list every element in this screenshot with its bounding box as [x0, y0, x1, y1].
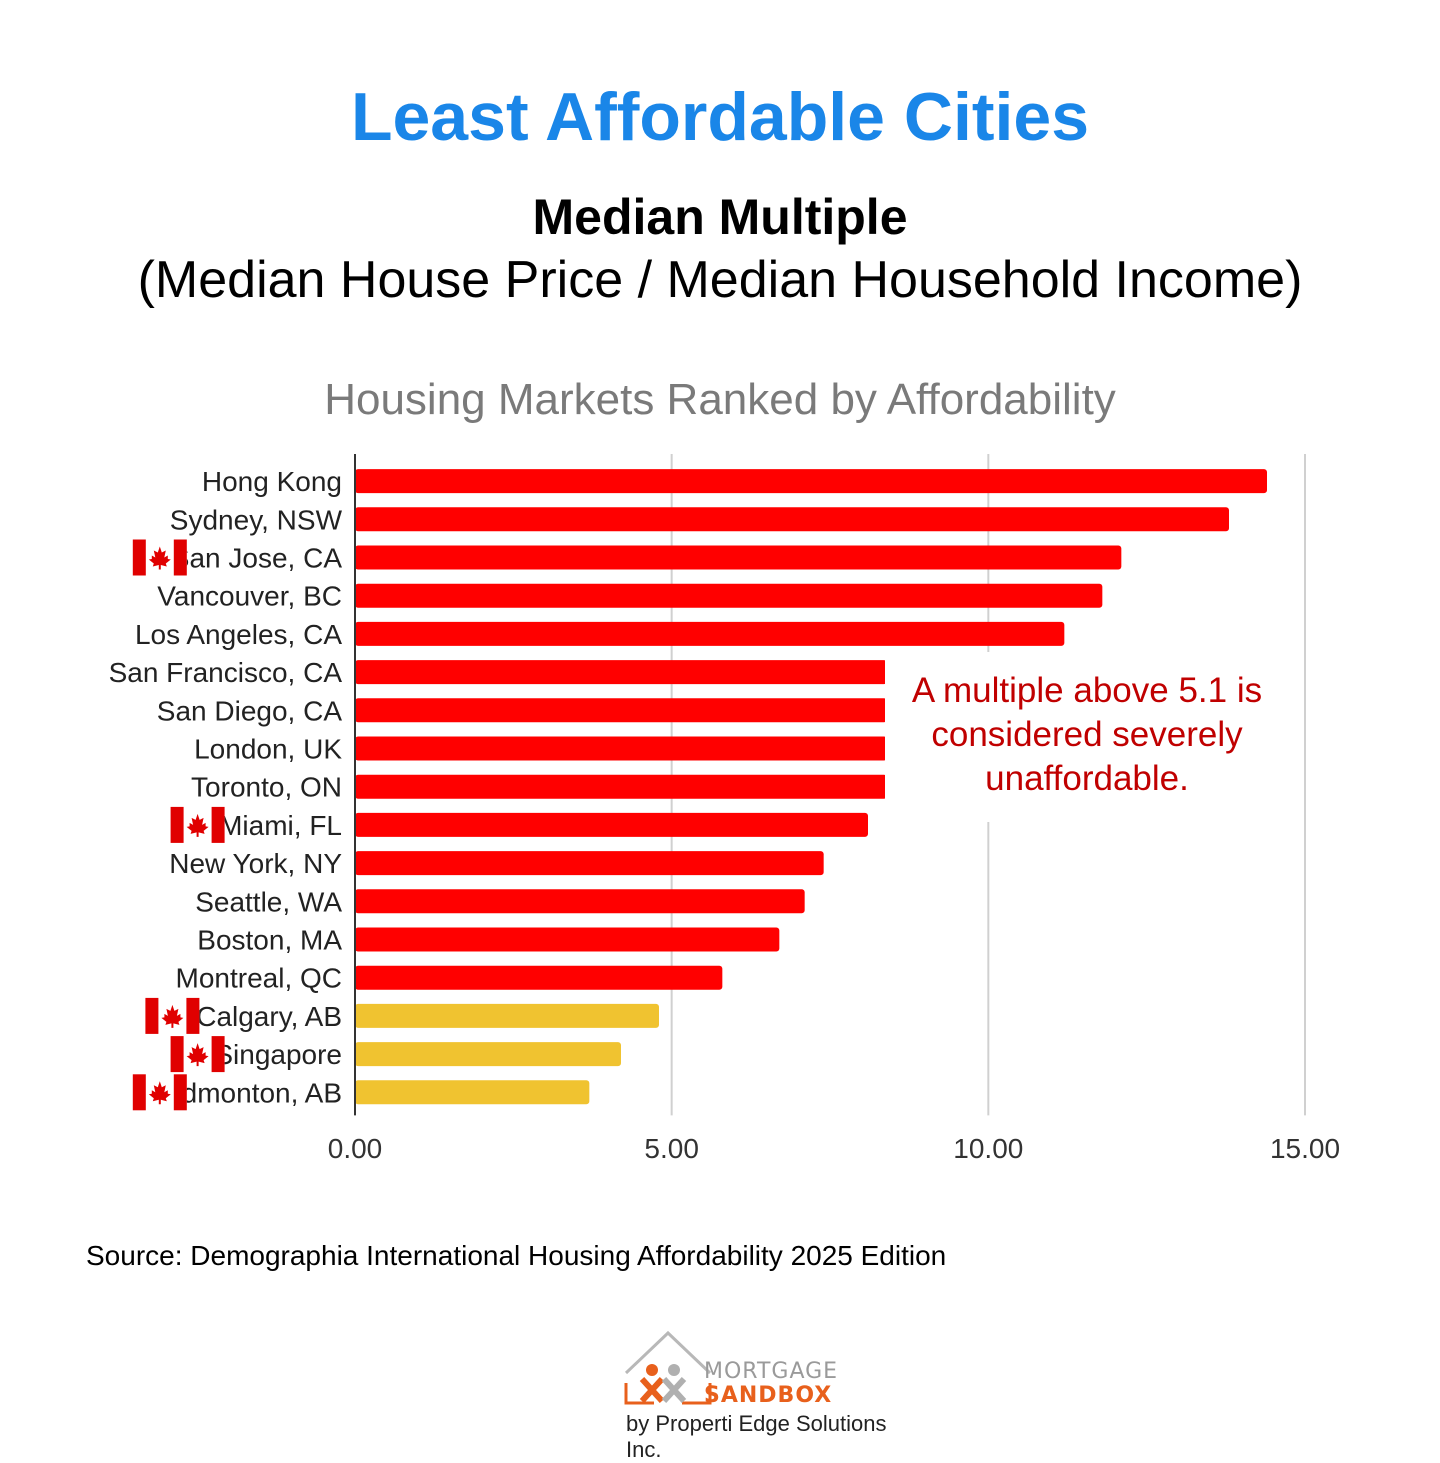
canada-flag-icon	[170, 806, 225, 843]
y-category-label: Seattle, WA	[195, 886, 342, 917]
annotation-text: unaffordable.	[985, 759, 1189, 798]
bar	[355, 660, 887, 685]
x-tick-label: 5.00	[644, 1133, 699, 1164]
bar	[355, 851, 824, 876]
y-category-label: Miami, FL	[219, 810, 342, 841]
bar	[355, 698, 887, 723]
canada-flag-icon	[132, 539, 187, 576]
bar	[355, 812, 868, 837]
y-category-label: London, UK	[194, 734, 342, 765]
y-category-label: Edmonton, AB	[163, 1077, 342, 1108]
bar	[355, 1080, 590, 1105]
y-category-label: Vancouver, BC	[157, 581, 342, 612]
y-category-label: San Jose, CA	[171, 543, 343, 574]
y-category-label: Montreal, QC	[176, 963, 343, 994]
logo-text-sandbox: SANDBOX	[704, 1383, 833, 1408]
canada-flag-icon	[132, 1074, 187, 1111]
canada-flag-icon	[170, 1036, 225, 1073]
bar	[355, 621, 1065, 646]
annotation-text: considered severely	[931, 715, 1243, 754]
y-category-label: Sydney, NSW	[170, 504, 343, 535]
house-logo-icon	[624, 1330, 712, 1405]
bar	[355, 889, 805, 914]
bar	[355, 545, 1122, 570]
y-category-label: Toronto, ON	[191, 772, 342, 803]
bar	[355, 1003, 659, 1028]
bar	[355, 469, 1267, 494]
y-category-label: San Diego, CA	[157, 695, 343, 726]
bar	[355, 1042, 621, 1067]
source-note: Source: Demographia International Housin…	[86, 1240, 947, 1271]
y-category-label: Los Angeles, CA	[135, 619, 342, 650]
x-tick-label: 0.00	[328, 1133, 383, 1164]
logo-byline: by Properti Edge Solutions Inc.	[626, 1411, 887, 1462]
y-category-label: Singapore	[214, 1039, 342, 1070]
bar	[355, 965, 723, 990]
y-category-label: New York, NY	[169, 848, 342, 879]
bar	[355, 736, 887, 761]
annotation-box	[885, 652, 1285, 822]
chart-title: Housing Markets Ranked by Affordability	[324, 375, 1116, 424]
canada-flag-icon	[145, 997, 200, 1034]
y-category-label: Hong Kong	[202, 466, 342, 497]
subtitle: Median Multiple	[532, 189, 908, 245]
mortgage-sandbox-logo: MORTGAGE SANDBOX by Properti Edge Soluti…	[600, 1325, 920, 1462]
bar	[355, 583, 1103, 608]
bar-chart: Housing Markets Ranked by Affordability 0…	[109, 375, 1340, 1164]
bar	[355, 927, 780, 952]
y-category-label: Boston, MA	[197, 925, 342, 956]
x-tick-label: 15.00	[1270, 1133, 1340, 1164]
y-category-label: Calgary, AB	[196, 1001, 342, 1032]
bar	[355, 774, 887, 799]
page-title: Least Affordable Cities	[350, 79, 1090, 155]
bar	[355, 507, 1229, 532]
y-category-label: San Francisco, CA	[109, 657, 343, 688]
subtitle-formula: (Median House Price / Median Household I…	[137, 251, 1303, 309]
x-tick-label: 10.00	[953, 1133, 1023, 1164]
logo-text-mortgage: MORTGAGE	[704, 1359, 839, 1384]
annotation-text: A multiple above 5.1 is	[912, 671, 1262, 710]
